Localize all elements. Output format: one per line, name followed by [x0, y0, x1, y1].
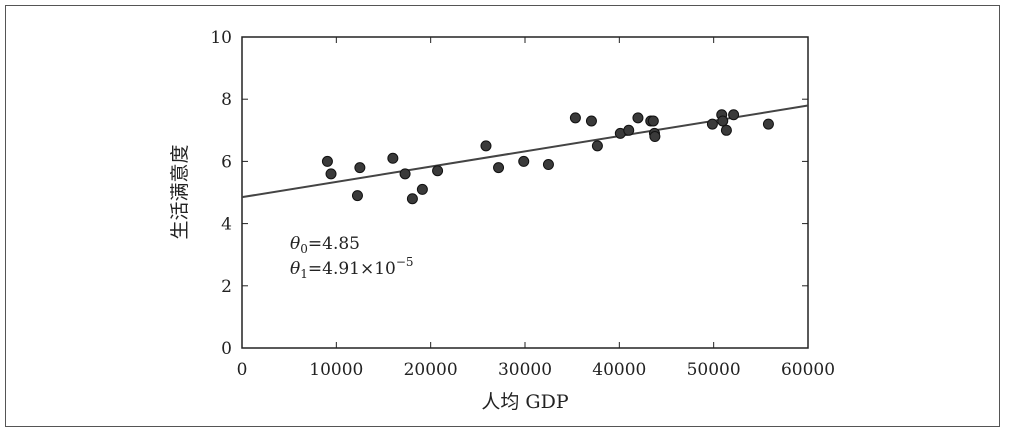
data-point: [387, 152, 399, 164]
theta1-annotation: θ1=4.91×10−5: [290, 255, 414, 281]
data-point: [632, 112, 644, 124]
data-point: [720, 124, 732, 136]
data-point: [623, 124, 635, 136]
data-point: [647, 115, 659, 127]
theta1-equation: =4.91×10: [308, 259, 396, 279]
data-point: [399, 168, 411, 180]
data-point: [325, 168, 337, 180]
theta0-subscript: 0: [300, 242, 308, 256]
data-point: [321, 155, 333, 167]
data-points: [321, 109, 774, 205]
theta0-equation: =4.85: [308, 234, 360, 254]
data-point: [717, 115, 729, 127]
data-point: [542, 159, 554, 171]
data-point: [432, 165, 444, 177]
data-point: [493, 162, 505, 174]
plot-area: [241, 36, 809, 349]
x-axis-label: 人均 GDP: [481, 391, 568, 413]
theta0-symbol: θ: [290, 234, 300, 254]
y-axis-label: 生活满意度: [169, 144, 191, 239]
x-tick-label: 30000: [498, 360, 552, 380]
theta1-subscript: 1: [300, 267, 308, 281]
data-point: [706, 118, 718, 130]
x-tick-label: 0: [237, 360, 248, 380]
data-point: [518, 155, 530, 167]
data-point: [591, 140, 603, 152]
x-tick-label: 40000: [592, 360, 646, 380]
theta0-annotation: θ0=4.85: [290, 234, 360, 256]
data-point: [762, 118, 774, 130]
data-point: [585, 115, 597, 127]
data-point: [351, 190, 363, 202]
data-point: [728, 109, 740, 121]
y-tick-label: 0: [221, 339, 232, 359]
y-tick-label: 4: [221, 215, 232, 235]
data-point: [416, 183, 428, 195]
y-tick-label: 10: [210, 28, 232, 48]
data-point: [354, 162, 366, 174]
y-tick-label: 6: [221, 152, 232, 172]
data-point: [480, 140, 492, 152]
x-tick-label: 60000: [781, 360, 835, 380]
chart-frame: 0 10000 20000 30000 40000 50000 60000 0 2 4 6 8 10 人…: [5, 5, 1000, 427]
data-point: [649, 131, 661, 143]
theta1-symbol: θ: [290, 259, 300, 279]
theta1-exponent: −5: [396, 255, 414, 269]
y-tick-label: 2: [221, 277, 232, 297]
data-point: [406, 193, 418, 205]
y-tick-label: 8: [221, 90, 232, 110]
x-tick-label: 20000: [404, 360, 458, 380]
x-tick-label: 50000: [687, 360, 741, 380]
data-point: [569, 112, 581, 124]
x-tick-label: 10000: [309, 360, 363, 380]
